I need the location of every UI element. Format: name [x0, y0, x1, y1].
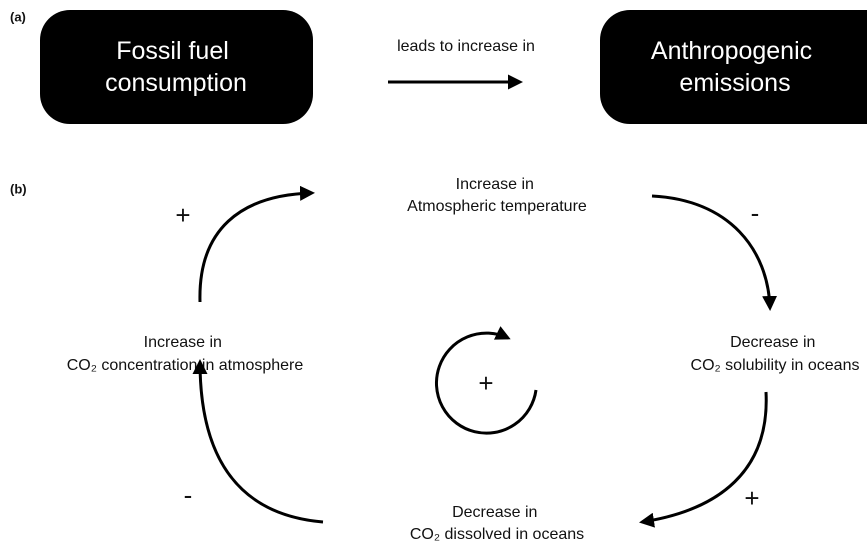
arrow	[192, 359, 324, 524]
node: Decrease in CO₂ solubility in oceans	[691, 334, 860, 374]
panel-label: (b)	[10, 181, 27, 196]
node: Increase in CO₂ concentration in atmosph…	[67, 334, 304, 374]
arrow	[639, 391, 768, 528]
loop-arrow	[434, 326, 538, 435]
source-label: Fossil fuel consumption	[105, 37, 247, 97]
target-box	[600, 10, 867, 124]
edge-label: leads to increase in	[397, 38, 535, 55]
target-label: Anthropogenic emissions	[651, 37, 819, 97]
node: Decrease in CO₂ dissolved in oceans	[410, 504, 584, 543]
node: Increase in Atmospheric temperature	[407, 176, 587, 215]
sign: +	[744, 483, 759, 513]
sign: -	[751, 198, 760, 228]
panel-label: (a)	[10, 9, 26, 24]
arrow	[198, 185, 315, 303]
sign: +	[175, 200, 190, 230]
loop-sign: +	[478, 368, 493, 398]
source-box	[40, 10, 313, 124]
sign: -	[184, 480, 193, 510]
arrow	[651, 194, 778, 311]
